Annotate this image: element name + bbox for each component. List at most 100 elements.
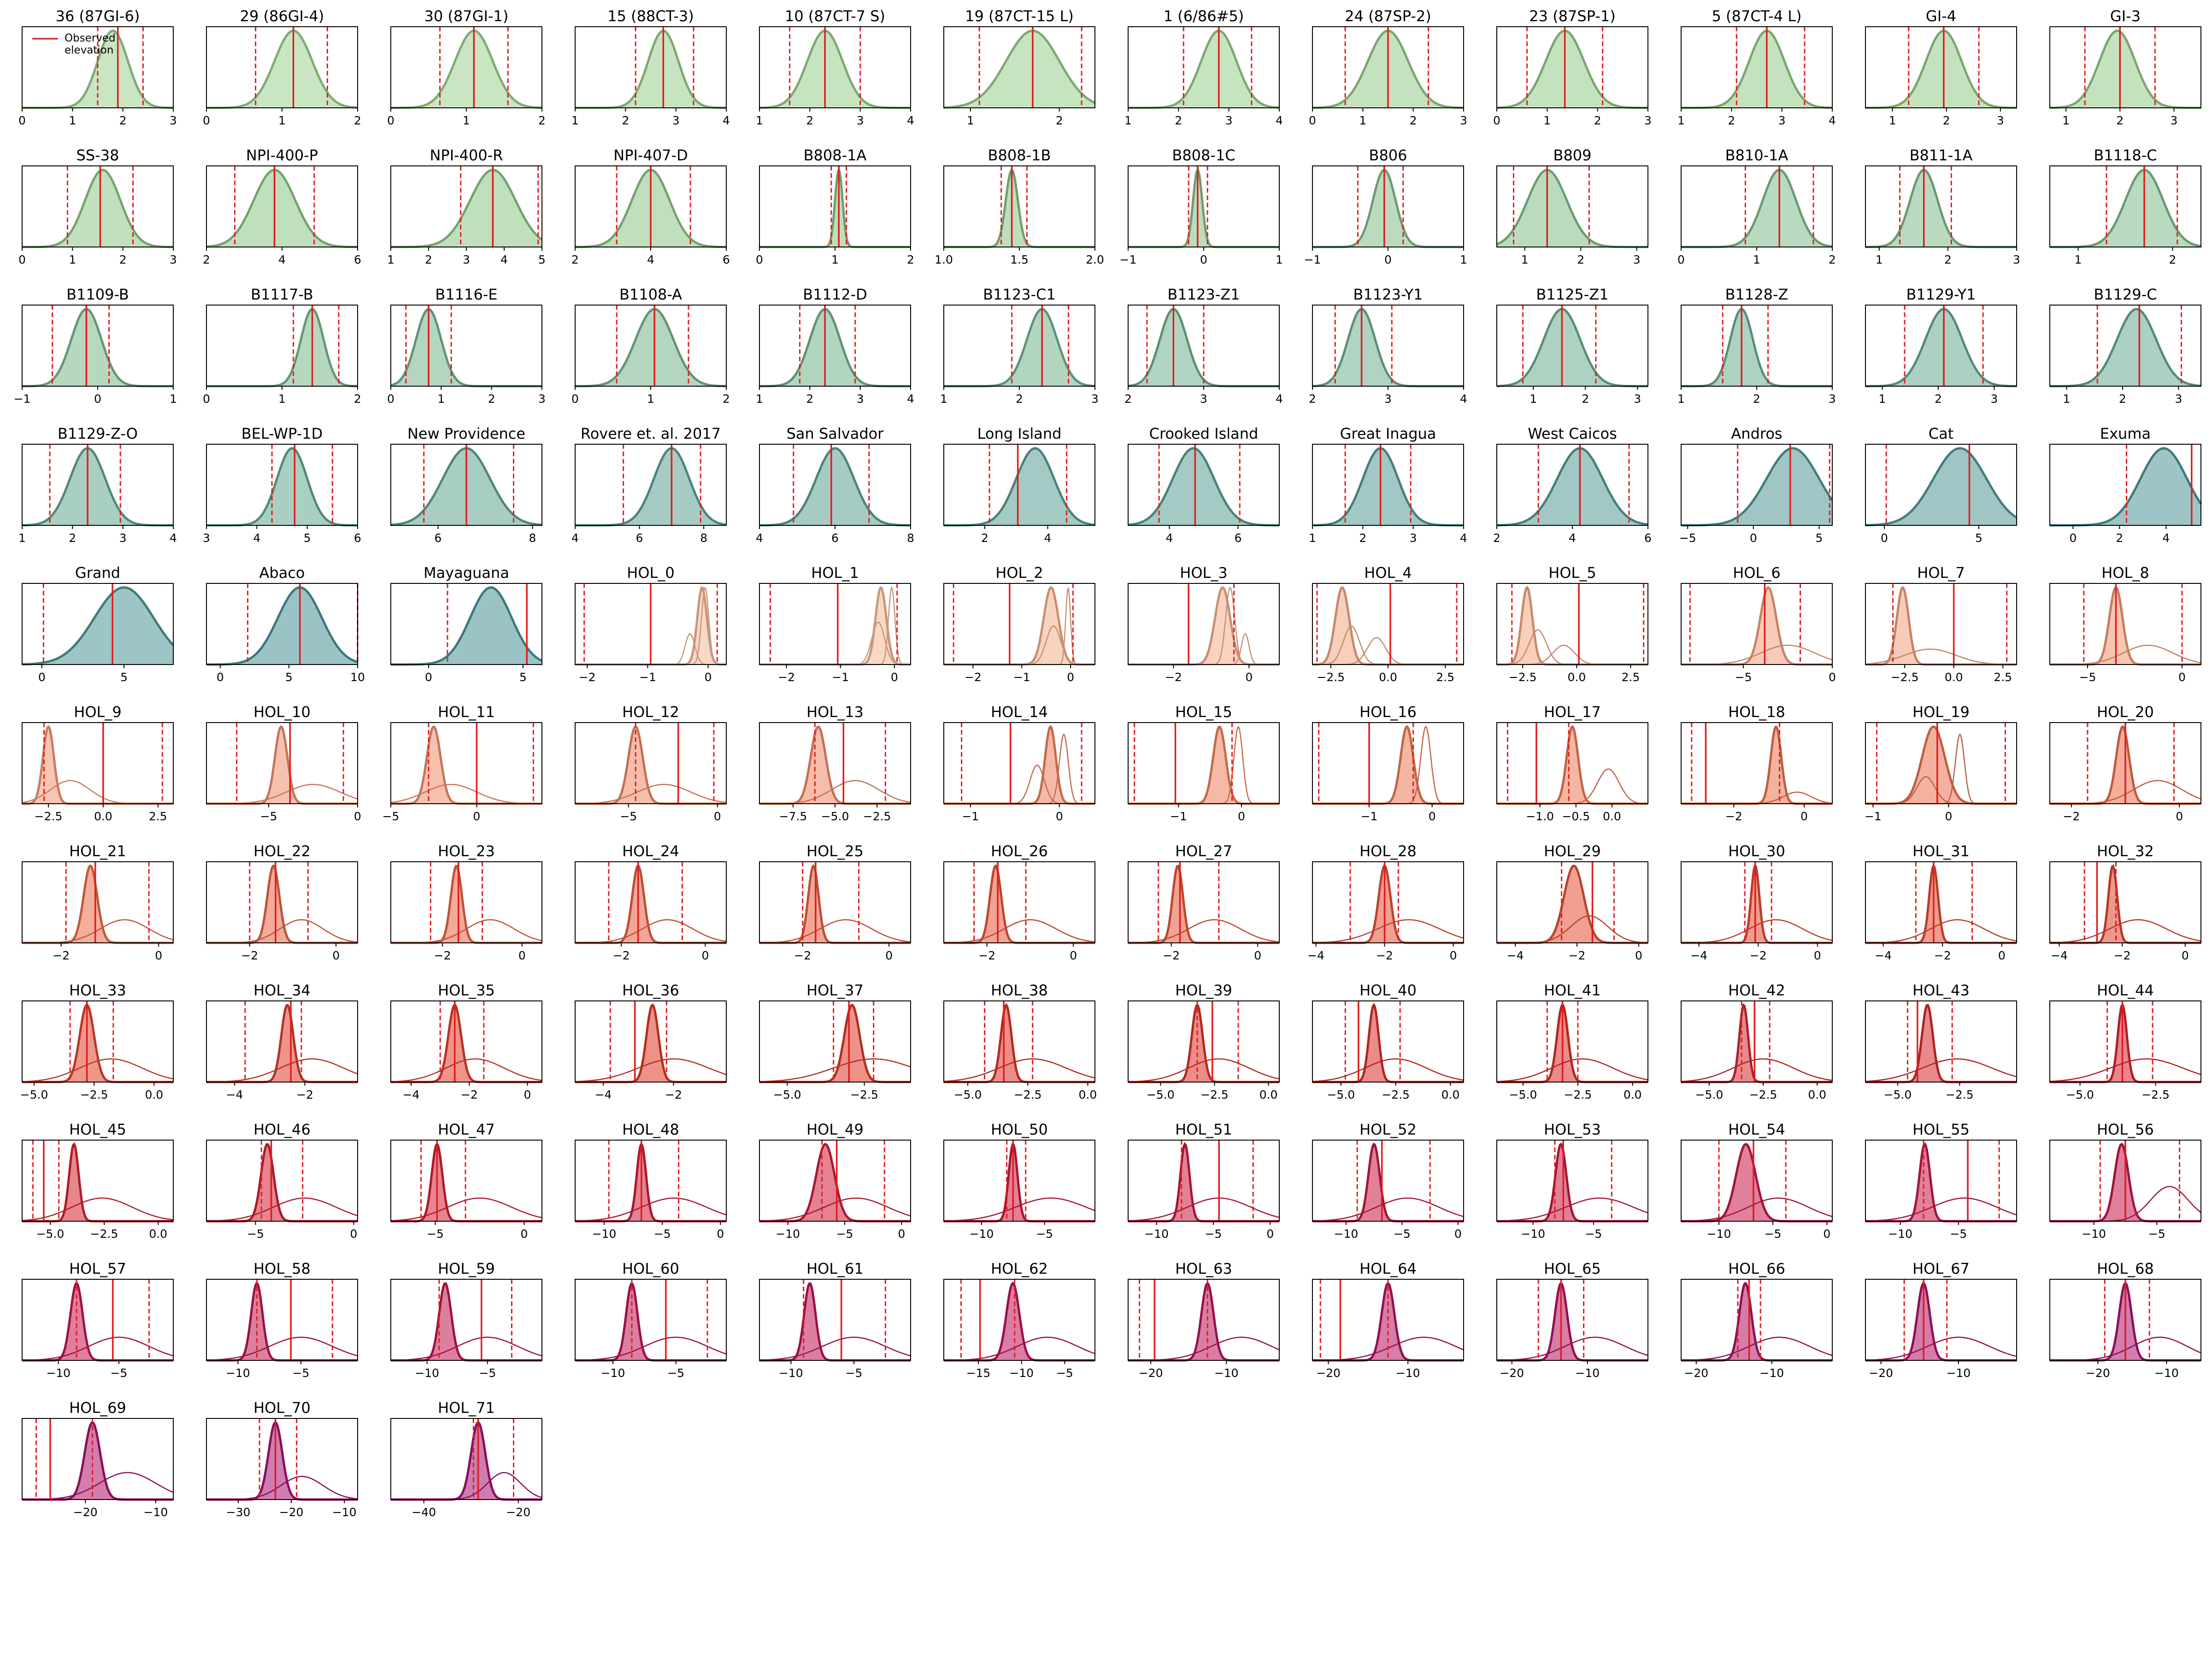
- x-tick-label: −2.5: [1014, 1088, 1042, 1101]
- panel: HOL_0 −2 −1 0: [575, 564, 727, 684]
- panel-title: HOL_9: [74, 703, 121, 721]
- x-tick-label: 1: [437, 392, 445, 406]
- panel: HOL_9 −2.5 0.0 2.5: [22, 703, 174, 823]
- panel-title: Great Inagua: [1340, 425, 1436, 442]
- panel-frame: [1496, 165, 1648, 247]
- density-fill: [1128, 170, 1279, 247]
- panel: HOL_14 −1 0: [943, 703, 1095, 823]
- x-tick-label: −5: [2079, 671, 2096, 684]
- panel-frame: [22, 444, 174, 526]
- x-tick-label: −10: [1575, 1366, 1600, 1380]
- panel-title: Rovere et. al. 2017: [581, 425, 721, 442]
- panel-frame: [390, 1279, 542, 1361]
- panel-title: B806: [1369, 147, 1407, 164]
- x-tick-label: 0: [354, 810, 361, 823]
- secondary-density-line: [206, 1336, 358, 1361]
- x-tick-label: −20: [506, 1506, 530, 1519]
- panel-title: B808-1C: [1172, 147, 1235, 164]
- panel: HOL_24 −2 0: [575, 842, 727, 962]
- panel: HOL_55 −10 −5: [1865, 1121, 2017, 1241]
- density-fill: [1865, 588, 2017, 665]
- x-tick-label: 0: [18, 253, 26, 266]
- x-tick-label: −2: [1163, 949, 1180, 962]
- x-tick-label: 4: [647, 253, 654, 266]
- x-tick-label: 6: [435, 531, 442, 545]
- x-tick-label: −5.0: [1327, 1088, 1355, 1101]
- panel-title: HOL_37: [806, 982, 864, 999]
- secondary-density-line: [1312, 919, 1464, 943]
- panel-frame: [390, 722, 542, 804]
- panel-title: 1 (6/86#5): [1164, 7, 1244, 25]
- density-line: [391, 1282, 542, 1362]
- panel-title: 15 (88CT-3): [607, 7, 694, 25]
- panel-frame: [1312, 444, 1464, 526]
- x-tick-label: 0: [1200, 253, 1207, 266]
- x-tick-label: 2: [806, 392, 813, 406]
- x-tick-label: −2.5: [1564, 1088, 1592, 1101]
- panel-frame: [1865, 1140, 2017, 1222]
- panel-frame: [943, 1000, 1095, 1082]
- secondary-density-line: [944, 765, 1095, 805]
- panel-title: HOL_1: [811, 564, 859, 582]
- secondary-density-line: [575, 1336, 727, 1361]
- panel-title: HOL_70: [253, 1399, 311, 1417]
- x-tick-label: 3: [119, 531, 127, 545]
- secondary-density-line: [943, 1336, 1095, 1361]
- panel: NPI-400-P 2 4 6: [203, 147, 361, 266]
- x-tick-label: −4: [1690, 949, 1707, 962]
- density-fill: [1497, 865, 1648, 943]
- x-tick-label: 0.0: [1808, 1088, 1826, 1101]
- panel: B1123-Y1 2 3 4: [1309, 286, 1467, 406]
- panel: HOL_31 −4 −2 0: [1865, 842, 2017, 962]
- panel-title: GI-4: [1926, 7, 1956, 25]
- panel: 19 (87CT-15 L) 1 2: [943, 7, 1096, 127]
- panel-frame: [1128, 583, 1280, 665]
- x-tick-label: 2: [1493, 531, 1500, 545]
- x-tick-label: 1: [69, 114, 76, 127]
- x-tick-label: 0.0: [149, 1227, 167, 1241]
- density-line: [1497, 1142, 1648, 1223]
- x-tick-label: −1: [14, 392, 31, 406]
- panel-frame: [22, 1140, 174, 1222]
- x-tick-label: 0: [155, 949, 162, 962]
- secondary-density-line: [1681, 791, 1833, 805]
- density-line: [1865, 29, 2017, 109]
- x-tick-label: 3: [857, 114, 864, 127]
- panel: HOL_68 −20 −10: [2049, 1260, 2201, 1380]
- x-tick-label: −4: [1507, 949, 1524, 962]
- panel: B1128-Z 1 2 3: [1677, 286, 1836, 406]
- density-line: [1496, 29, 1648, 109]
- panel: HOL_22 −2 0: [206, 842, 358, 962]
- x-tick-label: 3: [170, 253, 177, 266]
- panel-frame: [390, 583, 542, 665]
- x-tick-label: 1: [571, 114, 579, 127]
- panel-title: 29 (86GI-4): [240, 7, 324, 25]
- panel-title: B1123-Y1: [1353, 286, 1423, 303]
- x-tick-label: −1: [1865, 810, 1882, 823]
- x-tick-label: −10: [592, 1227, 617, 1241]
- x-tick-label: −5: [1036, 1227, 1053, 1241]
- density-fill: [391, 587, 542, 665]
- x-tick-label: −2.5: [1749, 1088, 1777, 1101]
- secondary-density-line: [944, 1197, 1095, 1222]
- secondary-density-line: [1681, 1197, 1833, 1222]
- x-tick-label: 3: [1644, 114, 1652, 127]
- panel-title: HOL_26: [991, 842, 1048, 860]
- x-tick-label: −10: [1214, 1366, 1239, 1380]
- x-tick-label: 2: [354, 392, 361, 406]
- x-tick-label: −10: [46, 1366, 71, 1380]
- x-tick-label: 0: [714, 810, 721, 823]
- x-tick-label: −20: [1500, 1366, 1524, 1380]
- panel-frame: [943, 1140, 1095, 1222]
- density-line: [1865, 1142, 2017, 1223]
- density-line: [206, 169, 358, 248]
- x-tick-label: −2: [1569, 949, 1586, 962]
- x-tick-label: −4: [1875, 949, 1892, 962]
- x-tick-label: −2: [613, 949, 630, 962]
- density-fill: [22, 309, 173, 386]
- panel: HOL_42 −5.0 −2.5 0.0: [1681, 982, 1833, 1101]
- x-tick-label: 5: [304, 531, 311, 545]
- panel-title: HOL_23: [438, 842, 495, 860]
- x-tick-label: 1: [1677, 392, 1685, 406]
